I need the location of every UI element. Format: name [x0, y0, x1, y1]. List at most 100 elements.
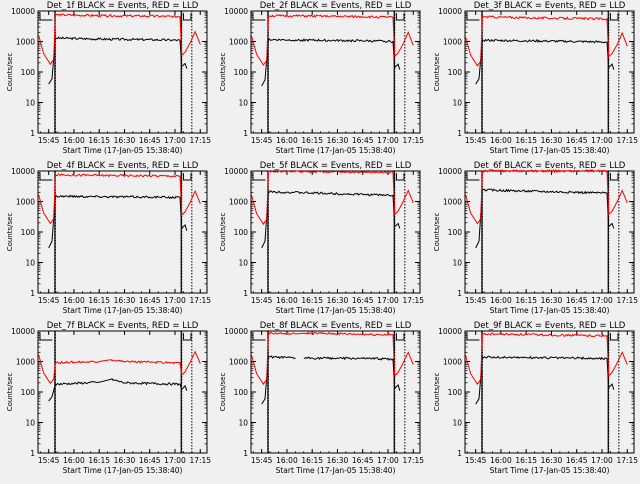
- chart-svg: Det_1f BLACK = Events, RED = LLD 1 10 100 10…: [6, 1, 211, 155]
- y-tick-label: 1: [30, 129, 35, 138]
- y-axis-label: Counts/sec: [433, 53, 441, 92]
- series-line-events: [261, 38, 401, 87]
- chart-svg: Det_2f BLACK = Events, RED = LLD 1 10 100 10…: [219, 1, 424, 155]
- y-tick-label: 10: [238, 419, 248, 428]
- x-tick-label: 15:45: [465, 296, 487, 305]
- y-tick-label: 10: [452, 419, 462, 428]
- interval-bracket-left: [252, 333, 266, 341]
- series-line-lld: [251, 169, 414, 226]
- x-axis-label: Start Time (17-Jan-05 15:38:40): [276, 146, 396, 155]
- y-tick-label: 1000: [229, 198, 248, 207]
- detector-panel-7: Det_7f BLACK = Events, RED = LLD 1 10 100 10…: [0, 320, 213, 480]
- y-tick-label: 10: [238, 99, 248, 108]
- y-tick-label: 10000: [224, 7, 248, 16]
- x-tick-label: 16:00: [276, 456, 298, 465]
- x-tick-label: 16:30: [541, 296, 563, 305]
- y-tick-label: 100: [234, 228, 249, 237]
- interval-bracket: [395, 13, 405, 21]
- series-line-events: [48, 194, 188, 249]
- y-tick-label: 1: [243, 449, 248, 458]
- x-tick-label: 16:00: [63, 456, 85, 465]
- x-tick-label: 16:15: [515, 456, 537, 465]
- series-line-lld: [38, 13, 201, 66]
- y-axis-label: Counts/sec: [433, 373, 441, 412]
- x-tick-label: 16:15: [515, 296, 537, 305]
- x-tick-label: 16:30: [114, 136, 136, 145]
- series-line-events: [303, 356, 401, 391]
- series-line-lld: [38, 350, 201, 385]
- x-tick-label: 17:00: [591, 136, 613, 145]
- x-tick-label: 17:00: [377, 296, 399, 305]
- y-tick-label: 100: [21, 388, 36, 397]
- series-line-events: [475, 355, 615, 405]
- y-tick-label: 10000: [11, 327, 35, 336]
- y-axis-label: Counts/sec: [219, 213, 227, 252]
- chart-svg: Det_6f BLACK = Events, RED = LLD 1 10 100 10…: [433, 161, 638, 315]
- x-tick-label: 16:15: [88, 136, 110, 145]
- series-line-lld: [465, 332, 628, 386]
- series-line-events: [48, 36, 188, 85]
- y-tick-label: 10: [238, 259, 248, 268]
- y-tick-label: 1: [30, 449, 35, 458]
- y-tick-label: 1000: [16, 358, 35, 367]
- chart-title: Det_8f BLACK = Events, RED = LLD: [260, 321, 412, 331]
- x-tick-label: 16:00: [63, 136, 85, 145]
- series-line-lld: [38, 173, 201, 225]
- chart-svg: Det_8f BLACK = Events, RED = LLD 1 10 100 10…: [219, 321, 424, 475]
- x-tick-label: 16:45: [566, 456, 588, 465]
- x-tick-label: 17:15: [402, 296, 424, 305]
- x-tick-label: 17:00: [377, 136, 399, 145]
- detector-panel-9: Det_9f BLACK = Events, RED = LLD 1 10 100 10…: [427, 320, 640, 480]
- x-tick-label: 15:45: [38, 136, 60, 145]
- y-tick-label: 100: [234, 388, 249, 397]
- y-tick-label: 100: [448, 228, 463, 237]
- x-tick-label: 16:15: [515, 136, 537, 145]
- interval-bracket-left: [466, 13, 480, 21]
- x-tick-label: 17:15: [189, 296, 211, 305]
- y-axis-label: Counts/sec: [6, 53, 14, 92]
- x-tick-label: 15:45: [38, 456, 60, 465]
- x-tick-label: 16:30: [327, 136, 349, 145]
- series-line-events: [475, 38, 615, 85]
- x-axis-label: Start Time (17-Jan-05 15:38:40): [63, 466, 183, 475]
- x-tick-label: 15:45: [251, 456, 273, 465]
- chart-title: Det_3f BLACK = Events, RED = LLD: [474, 1, 626, 11]
- series-line-events: [48, 378, 188, 402]
- interval-bracket-left: [252, 13, 266, 21]
- detector-panel-6: Det_6f BLACK = Events, RED = LLD 1 10 100 10…: [427, 160, 640, 320]
- y-tick-label: 1: [457, 449, 462, 458]
- y-tick-label: 1: [243, 129, 248, 138]
- x-tick-label: 16:30: [327, 456, 349, 465]
- x-tick-label: 16:15: [301, 456, 323, 465]
- x-tick-label: 15:45: [465, 136, 487, 145]
- x-tick-label: 15:45: [251, 296, 273, 305]
- series-line-events: [261, 355, 296, 405]
- interval-bracket-left: [252, 173, 266, 181]
- y-tick-label: 1: [243, 289, 248, 298]
- x-tick-label: 16:15: [88, 456, 110, 465]
- interval-bracket-left: [466, 173, 480, 181]
- interval-bracket-left: [39, 173, 53, 181]
- chart-title: Det_6f BLACK = Events, RED = LLD: [474, 161, 626, 171]
- x-tick-label: 16:15: [301, 136, 323, 145]
- x-tick-label: 16:30: [114, 296, 136, 305]
- chart-svg: Det_3f BLACK = Events, RED = LLD 1 10 100 10…: [433, 1, 638, 155]
- x-tick-label: 16:45: [139, 296, 161, 305]
- y-tick-label: 1000: [16, 198, 35, 207]
- interval-bracket: [182, 13, 192, 21]
- x-axis-label: Start Time (17-Jan-05 15:38:40): [63, 146, 183, 155]
- y-tick-label: 10000: [11, 167, 35, 176]
- interval-bracket: [609, 173, 619, 181]
- x-axis-label: Start Time (17-Jan-05 15:38:40): [490, 306, 610, 315]
- y-tick-label: 100: [21, 228, 36, 237]
- y-tick-label: 1: [457, 289, 462, 298]
- x-tick-label: 17:15: [189, 456, 211, 465]
- y-tick-label: 10000: [224, 167, 248, 176]
- x-tick-label: 17:00: [591, 296, 613, 305]
- chart-title: Det_2f BLACK = Events, RED = LLD: [260, 1, 412, 11]
- y-tick-label: 10000: [11, 7, 35, 16]
- x-tick-label: 17:00: [377, 456, 399, 465]
- y-tick-label: 100: [448, 388, 463, 397]
- x-tick-label: 17:15: [616, 296, 638, 305]
- x-tick-label: 16:45: [139, 456, 161, 465]
